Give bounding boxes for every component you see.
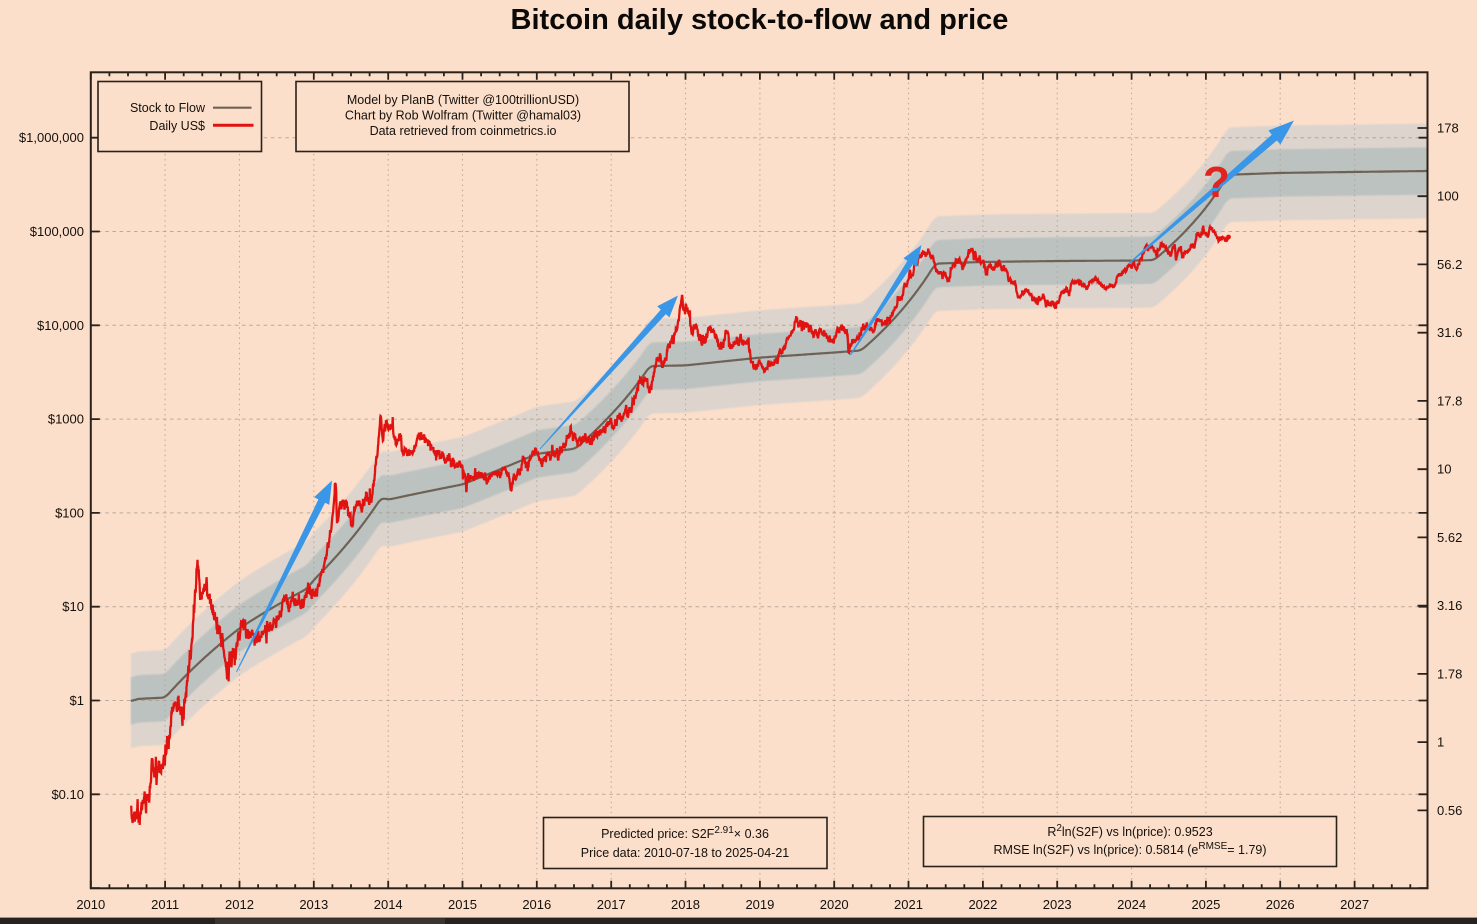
- svg-text:0.56: 0.56: [1437, 803, 1462, 818]
- svg-text:2027: 2027: [1340, 897, 1369, 912]
- svg-text:$1000: $1000: [48, 412, 84, 427]
- svg-text:Bitcoin daily stock-to-flow an: Bitcoin daily stock-to-flow and price: [511, 4, 1009, 36]
- svg-text:2018: 2018: [671, 897, 700, 912]
- svg-text:2017: 2017: [597, 897, 626, 912]
- svg-text:R2ln(S2F) vs ln(price): 0.9523: R2ln(S2F) vs ln(price): 0.9523: [1047, 823, 1212, 839]
- svg-text:2024: 2024: [1117, 897, 1146, 912]
- svg-text:17.8: 17.8: [1437, 393, 1462, 408]
- svg-text:2013: 2013: [299, 897, 328, 912]
- svg-text:Model by PlanB (Twitter @100tr: Model by PlanB (Twitter @100trillionUSD): [347, 93, 579, 107]
- svg-text:2014: 2014: [374, 897, 403, 912]
- svg-text:?: ?: [1203, 158, 1230, 207]
- svg-text:2020: 2020: [820, 897, 849, 912]
- svg-text:Price data: 2010-07-18 to 2025: Price data: 2010-07-18 to 2025-04-21: [581, 846, 790, 860]
- svg-text:2015: 2015: [448, 897, 477, 912]
- svg-text:5.62: 5.62: [1437, 530, 1462, 545]
- svg-text:10: 10: [1437, 462, 1451, 477]
- svg-text:56.2: 56.2: [1437, 257, 1462, 272]
- svg-text:178: 178: [1437, 121, 1459, 136]
- svg-text:Predicted price: S2F2.91× 0.36: Predicted price: S2F2.91× 0.36: [601, 825, 769, 841]
- svg-text:2019: 2019: [745, 897, 774, 912]
- svg-text:$1,000,000: $1,000,000: [19, 130, 84, 145]
- svg-text:2021: 2021: [894, 897, 923, 912]
- svg-text:Chart by Rob Wolfram (Twitter: Chart by Rob Wolfram (Twitter @hamal03): [345, 109, 581, 123]
- svg-text:2016: 2016: [522, 897, 551, 912]
- svg-text:RMSE ln(S2F) vs ln(price): 0.5: RMSE ln(S2F) vs ln(price): 0.5814 (eRMSE…: [993, 841, 1266, 857]
- svg-text:2010: 2010: [76, 897, 105, 912]
- svg-text:$10,000: $10,000: [37, 318, 84, 333]
- svg-text:$10: $10: [62, 599, 84, 614]
- svg-text:100: 100: [1437, 189, 1459, 204]
- svg-text:$100: $100: [55, 505, 84, 520]
- svg-text:1.78: 1.78: [1437, 666, 1462, 681]
- svg-text:Stock to Flow: Stock to Flow: [130, 101, 206, 115]
- svg-text:2025: 2025: [1191, 897, 1220, 912]
- svg-text:Data retrieved from coinmetric: Data retrieved from coinmetrics.io: [370, 124, 557, 138]
- svg-text:1: 1: [1437, 735, 1444, 750]
- svg-text:3.16: 3.16: [1437, 598, 1462, 613]
- svg-text:Daily US$: Daily US$: [149, 119, 205, 133]
- svg-text:2022: 2022: [968, 897, 997, 912]
- svg-text:2026: 2026: [1266, 897, 1295, 912]
- svg-text:$100,000: $100,000: [30, 224, 84, 239]
- svg-text:2012: 2012: [225, 897, 254, 912]
- svg-text:$0.10: $0.10: [51, 787, 84, 802]
- svg-text:2011: 2011: [151, 897, 179, 912]
- svg-text:31.6: 31.6: [1437, 325, 1462, 340]
- svg-text:2023: 2023: [1043, 897, 1072, 912]
- svg-text:$1: $1: [70, 693, 84, 708]
